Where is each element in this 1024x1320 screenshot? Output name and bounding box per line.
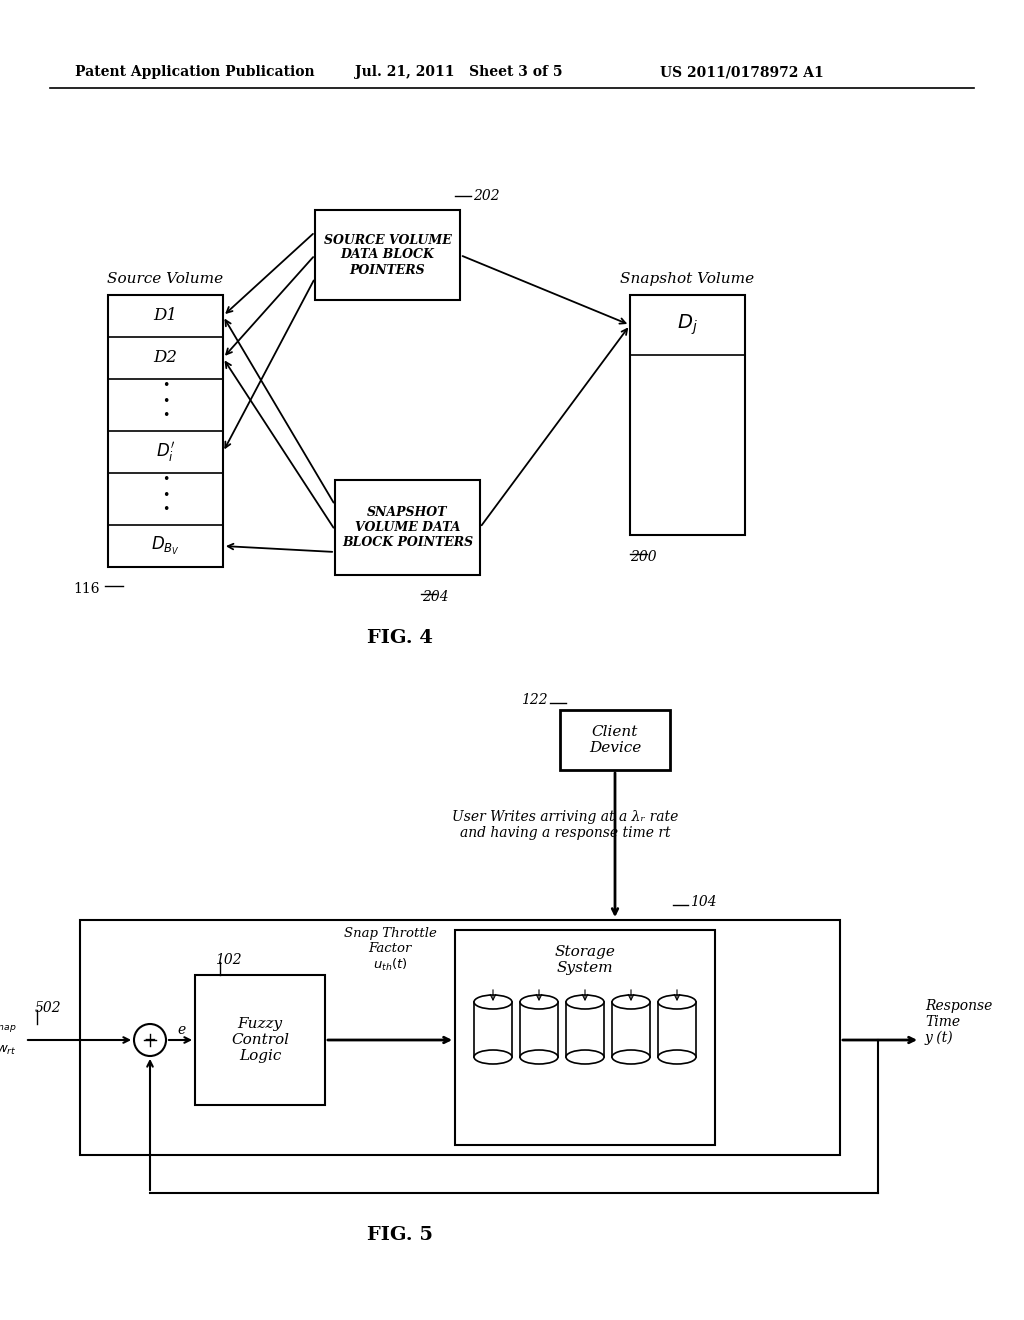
Text: $w_{rt}$: $w_{rt}$ xyxy=(0,1043,17,1056)
Text: $D_i'$: $D_i'$ xyxy=(156,440,175,465)
Text: Snap Throttle
Factor
$u_{th}(t)$: Snap Throttle Factor $u_{th}(t)$ xyxy=(344,927,436,973)
Ellipse shape xyxy=(658,1049,696,1064)
Bar xyxy=(80,920,840,1155)
Text: e: e xyxy=(178,1023,186,1038)
Text: FIG. 5: FIG. 5 xyxy=(367,1226,433,1243)
Ellipse shape xyxy=(520,1049,558,1064)
Text: D2: D2 xyxy=(154,350,177,367)
Ellipse shape xyxy=(520,995,558,1008)
Text: $D_{B_V}$: $D_{B_V}$ xyxy=(152,535,180,557)
Text: $D_j$: $D_j$ xyxy=(677,313,698,337)
Ellipse shape xyxy=(612,1049,650,1064)
Bar xyxy=(195,975,325,1105)
Text: Source Volume: Source Volume xyxy=(108,272,223,286)
Text: US 2011/0178972 A1: US 2011/0178972 A1 xyxy=(660,65,823,79)
Text: 122: 122 xyxy=(521,693,548,708)
Bar xyxy=(566,1002,604,1057)
Ellipse shape xyxy=(474,995,512,1008)
Text: SOURCE VOLUME
DATA BLOCK
POINTERS: SOURCE VOLUME DATA BLOCK POINTERS xyxy=(324,234,452,276)
Bar xyxy=(630,294,745,535)
Bar xyxy=(474,1002,512,1057)
Text: Client
Device: Client Device xyxy=(589,725,641,755)
Text: 502: 502 xyxy=(35,1001,61,1015)
Ellipse shape xyxy=(612,995,650,1008)
Text: 116: 116 xyxy=(74,582,100,597)
Text: $f_{snap}$: $f_{snap}$ xyxy=(0,1016,17,1035)
Text: −: − xyxy=(143,1034,157,1047)
Text: FIG. 4: FIG. 4 xyxy=(367,630,433,647)
Ellipse shape xyxy=(566,1049,604,1064)
Text: Patent Application Publication: Patent Application Publication xyxy=(75,65,314,79)
Bar xyxy=(560,710,670,770)
Text: User Writes arriving at a λᵣ rate
and having a response time rt: User Writes arriving at a λᵣ rate and ha… xyxy=(452,810,678,840)
Text: 202: 202 xyxy=(473,189,500,203)
Text: •
•
•: • • • xyxy=(162,380,169,422)
Text: 200: 200 xyxy=(630,550,656,564)
Bar xyxy=(315,210,460,300)
Text: Snapshot Volume: Snapshot Volume xyxy=(621,272,755,286)
Ellipse shape xyxy=(658,995,696,1008)
Bar xyxy=(455,931,715,1144)
Bar xyxy=(612,1002,650,1057)
Bar xyxy=(335,480,480,576)
Bar xyxy=(520,1002,558,1057)
Text: Storage
System: Storage System xyxy=(555,945,615,975)
Text: 204: 204 xyxy=(423,590,450,605)
Text: Response
Time
y (t): Response Time y (t) xyxy=(925,998,992,1045)
Text: 102: 102 xyxy=(215,953,242,968)
Text: •
•
•: • • • xyxy=(162,474,169,516)
Bar xyxy=(658,1002,696,1057)
Text: Jul. 21, 2011   Sheet 3 of 5: Jul. 21, 2011 Sheet 3 of 5 xyxy=(355,65,562,79)
Text: D1: D1 xyxy=(154,308,177,325)
Text: Fuzzy
Control
Logic: Fuzzy Control Logic xyxy=(231,1016,289,1063)
Text: 104: 104 xyxy=(690,895,717,909)
Bar xyxy=(108,294,223,568)
Ellipse shape xyxy=(566,995,604,1008)
Text: SNAPSHOT
VOLUME DATA
BLOCK POINTERS: SNAPSHOT VOLUME DATA BLOCK POINTERS xyxy=(342,506,473,549)
Ellipse shape xyxy=(474,1049,512,1064)
